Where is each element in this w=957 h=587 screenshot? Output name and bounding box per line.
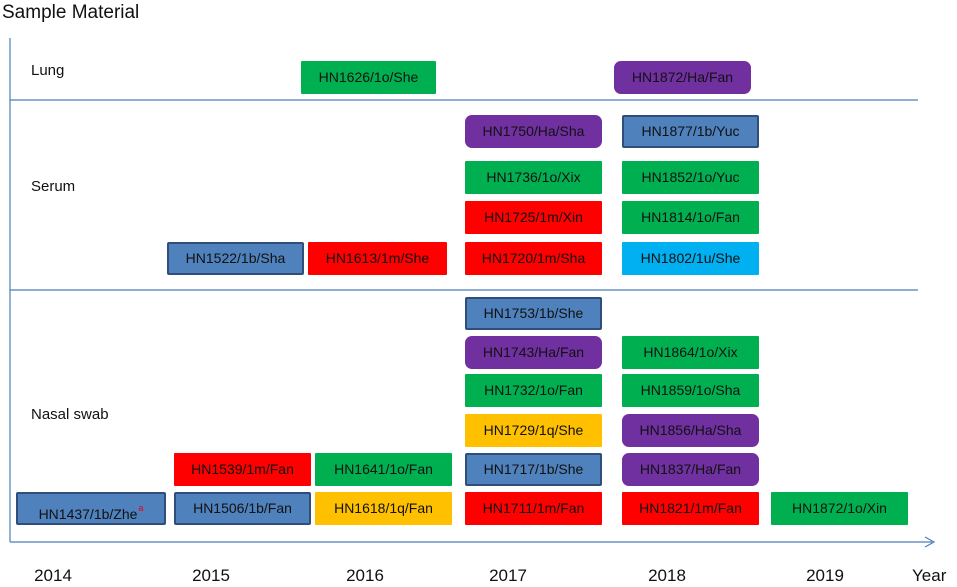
strain-box: HN1506/1b/Fan xyxy=(174,492,311,525)
strain-box: HN1864/1o/Xix xyxy=(622,336,759,369)
year-label-2018: 2018 xyxy=(648,566,686,585)
strain-box: HN1852/1o/Yuc xyxy=(622,161,759,194)
category-label-serum: Serum xyxy=(31,178,76,195)
strain-box: HN1856/Ha/Sha xyxy=(622,414,759,447)
strain-box: HN1732/1o/Fan xyxy=(465,374,602,407)
strain-box: HN1802/1u/She xyxy=(622,242,759,275)
year-label-2014: 2014 xyxy=(34,566,72,585)
strain-box: HN1736/1o/Xix xyxy=(465,161,602,194)
year-label-2016: 2016 xyxy=(346,566,384,585)
strain-box: HN1720/1m/Sha xyxy=(465,242,602,275)
superscript-mark: a xyxy=(138,503,144,513)
strain-box: HN1750/Ha/Sha xyxy=(465,115,602,148)
year-label-2019: 2019 xyxy=(806,566,844,585)
strain-box: HN1437/1b/Zhea xyxy=(16,492,166,525)
strain-box: HN1814/1o/Fan xyxy=(622,201,759,234)
year-axis-label: Year xyxy=(912,566,947,585)
year-label-2017: 2017 xyxy=(489,566,527,585)
strain-box: HN1613/1m/She xyxy=(308,242,447,275)
strain-box: HN1522/1b/Sha xyxy=(167,242,304,275)
strain-box: HN1725/1m/Xin xyxy=(465,201,602,234)
strain-box: HN1872/1o/Xin xyxy=(771,492,908,525)
strain-box: HN1877/1b/Yuc xyxy=(622,115,759,148)
year-label-2015: 2015 xyxy=(192,566,230,585)
category-label-lung: Lung xyxy=(31,62,65,79)
strain-box: HN1618/1q/Fan xyxy=(315,492,452,525)
strain-box: HN1711/1m/Fan xyxy=(465,492,602,525)
year-axis-arrowhead xyxy=(924,536,936,548)
strain-box: HN1753/1b/She xyxy=(465,297,602,330)
category-label-nasal-swab: Nasal swab xyxy=(31,406,109,423)
strain-box: HN1729/1q/She xyxy=(465,414,602,447)
strain-box: HN1821/1m/Fan xyxy=(622,492,759,525)
strain-box: HN1743/Ha/Fan xyxy=(465,336,602,369)
strain-box: HN1872/Ha/Fan xyxy=(614,61,751,94)
strain-box: HN1837/Ha/Fan xyxy=(622,453,759,486)
strain-box: HN1626/1o/She xyxy=(301,61,436,94)
strain-box: HN1641/1o/Fan xyxy=(315,453,452,486)
diagram-title: Sample Material xyxy=(2,2,140,23)
strain-box: HN1859/1o/Sha xyxy=(622,374,759,407)
strain-box: HN1717/1b/She xyxy=(465,453,602,486)
strain-box: HN1539/1m/Fan xyxy=(174,453,311,486)
